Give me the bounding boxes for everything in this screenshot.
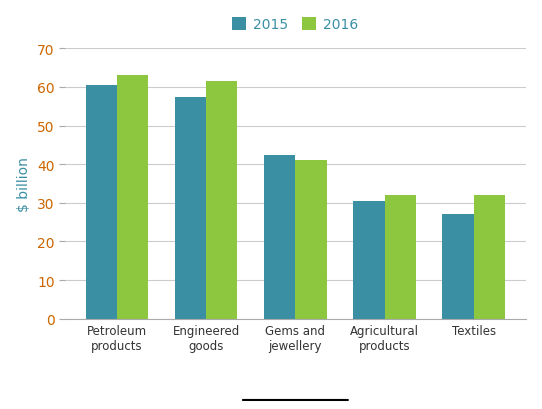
- Y-axis label: $ billion: $ billion: [17, 157, 31, 211]
- Bar: [353, 201, 384, 319]
- Bar: [442, 215, 474, 319]
- Bar: [295, 161, 327, 319]
- Bar: [86, 86, 117, 319]
- Bar: [384, 196, 416, 319]
- Bar: [207, 82, 237, 319]
- Bar: [117, 76, 149, 319]
- Bar: [175, 97, 207, 319]
- Bar: [264, 155, 295, 319]
- Bar: [474, 196, 505, 319]
- Legend: 2015, 2016: 2015, 2016: [227, 13, 364, 38]
